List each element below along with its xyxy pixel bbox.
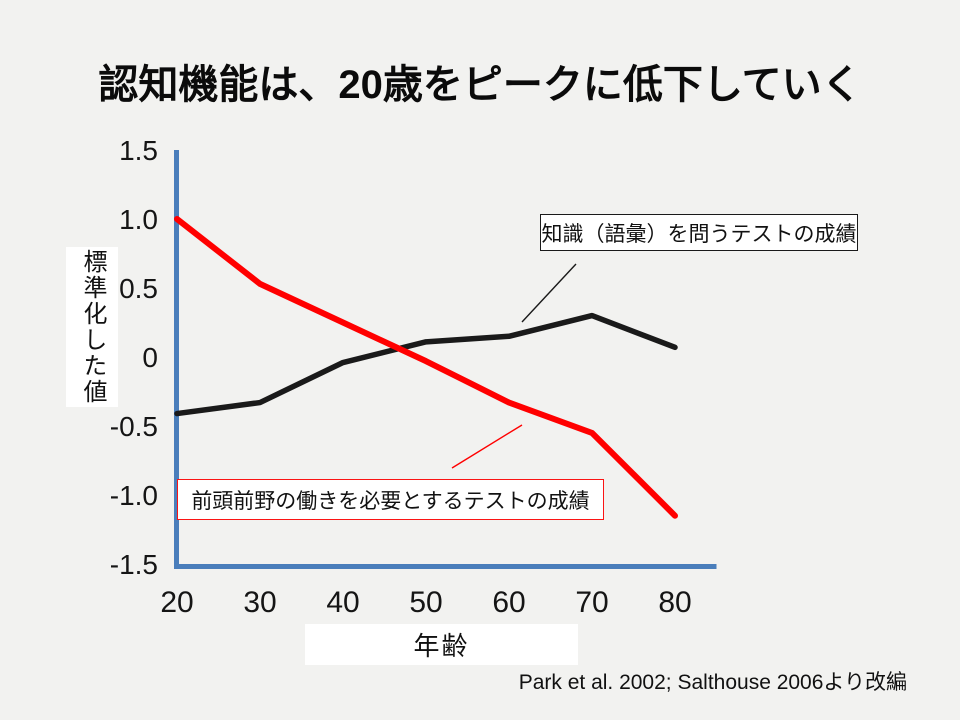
x-tick-label: 30 — [243, 586, 276, 619]
x-tick-label: 50 — [409, 586, 442, 619]
x-axis-title-text: 年齢 — [413, 631, 470, 661]
prefrontal-series-label-box: 前頭前野の働きを必要とするテストの成績 — [177, 479, 604, 520]
knowledge-series-line — [174, 312, 678, 417]
y-tick-label: 0 — [142, 342, 158, 373]
x-tick-label: 20 — [160, 586, 193, 619]
y-axis-title: 標準化した値 — [66, 247, 118, 407]
prefrontal-leader-line — [451, 424, 523, 469]
y-axis-title-text: 標準化した値 — [79, 249, 106, 405]
y-tick-label: 1.0 — [119, 204, 158, 235]
x-tick-label: 70 — [575, 586, 608, 619]
axis-lines — [174, 150, 717, 569]
x-tick-label: 40 — [326, 586, 359, 619]
x-axis-title: 年齢 — [305, 624, 578, 665]
y-tick-label: -0.5 — [110, 411, 158, 442]
y-tick-label: -1.0 — [110, 480, 158, 511]
x-tick-label: 60 — [492, 586, 525, 619]
y-tick-label: -1.5 — [110, 549, 158, 580]
x-tick-label: 80 — [658, 586, 691, 619]
knowledge-series-label-box: 知識（語彙）を問うテストの成績 — [540, 214, 858, 251]
y-tick-label: 0.5 — [119, 273, 158, 304]
prefrontal-series-line — [174, 216, 678, 519]
y-tick-label: 1.5 — [119, 135, 158, 166]
citation-text: Park et al. 2002; Salthouse 2006より改編 — [518, 671, 907, 694]
slide-title: 認知機能は、20歳をピークに低下していく — [98, 63, 862, 107]
knowledge-leader-line — [521, 263, 577, 323]
